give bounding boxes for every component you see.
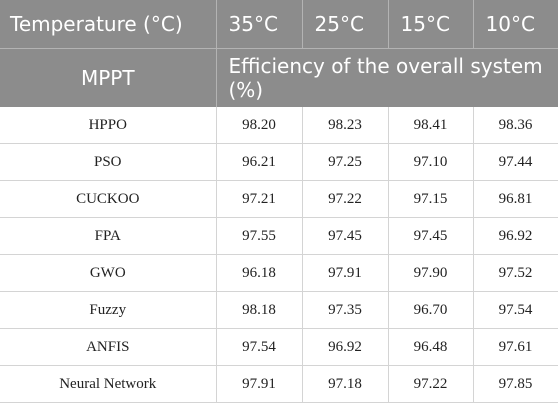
mppt-method-cell: CUCKOO: [0, 180, 217, 218]
efficiency-value-cell: 97.90: [388, 254, 474, 292]
header-row-mppt: MPPT Efficiency of the overall system (%…: [0, 48, 558, 107]
efficiency-value-cell: 97.52: [473, 254, 558, 292]
efficiency-value-cell: 97.54: [216, 328, 303, 366]
mppt-method-cell: Fuzzy: [0, 291, 217, 329]
efficiency-value-cell: 97.22: [388, 365, 474, 403]
efficiency-value-cell: 97.55: [216, 217, 303, 255]
efficiency-value-cell: 97.21: [216, 180, 303, 218]
mppt-method-cell: HPPO: [0, 107, 217, 144]
table-row: Fuzzy 98.18 97.35 96.70 97.54: [0, 291, 558, 329]
efficiency-value-cell: 98.41: [388, 107, 474, 144]
efficiency-value-cell: 97.45: [302, 217, 389, 255]
efficiency-value-cell: 98.20: [216, 107, 303, 144]
table-row: ANFIS 97.54 96.92 96.48 97.61: [0, 328, 558, 366]
efficiency-value-cell: 96.92: [302, 328, 389, 366]
efficiency-value-cell: 97.45: [388, 217, 474, 255]
mppt-method-cell: PSO: [0, 143, 217, 181]
efficiency-value-cell: 98.36: [473, 107, 558, 144]
mppt-method-cell: GWO: [0, 254, 217, 292]
table-row: GWO 96.18 97.91 97.90 97.52: [0, 254, 558, 292]
efficiency-value-cell: 96.81: [473, 180, 558, 218]
efficiency-value-cell: 97.44: [473, 143, 558, 181]
mppt-header: MPPT: [0, 48, 217, 107]
temp-header-35: 35°C: [216, 0, 303, 49]
efficiency-value-cell: 98.23: [302, 107, 389, 144]
table-row: CUCKOO 97.21 97.22 97.15 96.81: [0, 180, 558, 218]
mppt-method-cell: Neural Network: [0, 365, 217, 403]
efficiency-header: Efficiency of the overall system (%): [216, 48, 558, 107]
efficiency-value-cell: 96.48: [388, 328, 474, 366]
table-body: HPPO 98.20 98.23 98.41 98.36 PSO 96.21 97.25 97.…: [0, 107, 558, 403]
mppt-method-cell: FPA: [0, 217, 217, 255]
efficiency-value-cell: 97.91: [216, 365, 303, 403]
temperature-header: Temperature (°C): [0, 0, 217, 49]
efficiency-value-cell: 97.15: [388, 180, 474, 218]
efficiency-value-cell: 96.18: [216, 254, 303, 292]
efficiency-value-cell: 96.70: [388, 291, 474, 329]
efficiency-value-cell: 96.92: [473, 217, 558, 255]
efficiency-value-cell: 97.35: [302, 291, 389, 329]
temp-header-15: 15°C: [388, 0, 474, 49]
efficiency-value-cell: 96.21: [216, 143, 303, 181]
table-row: FPA 97.55 97.45 97.45 96.92: [0, 217, 558, 255]
efficiency-value-cell: 97.18: [302, 365, 389, 403]
mppt-method-cell: ANFIS: [0, 328, 217, 366]
table-row: HPPO 98.20 98.23 98.41 98.36: [0, 107, 558, 144]
efficiency-value-cell: 97.91: [302, 254, 389, 292]
table-row: Neural Network 97.91 97.18 97.22 97.85: [0, 365, 558, 403]
temp-header-10: 10°C: [473, 0, 558, 49]
efficiency-value-cell: 97.85: [473, 365, 558, 403]
efficiency-value-cell: 97.25: [302, 143, 389, 181]
efficiency-value-cell: 97.22: [302, 180, 389, 218]
efficiency-value-cell: 97.54: [473, 291, 558, 329]
table-row: PSO 96.21 97.25 97.10 97.44: [0, 143, 558, 181]
table-header: Temperature (°C) 35°C 25°C 15°C 10°C MPP…: [0, 0, 558, 107]
header-row-temperature: Temperature (°C) 35°C 25°C 15°C 10°C: [0, 0, 558, 49]
efficiency-value-cell: 97.10: [388, 143, 474, 181]
temp-header-25: 25°C: [302, 0, 389, 49]
efficiency-value-cell: 97.61: [473, 328, 558, 366]
efficiency-value-cell: 98.18: [216, 291, 303, 329]
